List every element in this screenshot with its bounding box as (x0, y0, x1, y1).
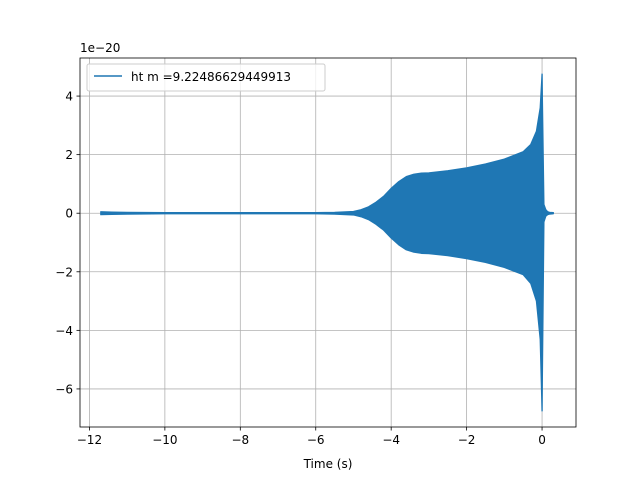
y-offset-label: 1e−20 (80, 41, 120, 55)
x-tick-label: −6 (307, 433, 325, 447)
y-axis: −6 −4 −2 0 2 4 (55, 90, 80, 396)
legend-label: ht m =9.22486629449913 (131, 70, 291, 84)
x-axis-label: Time (s) (303, 457, 353, 471)
legend: ht m =9.22486629449913 (86, 63, 326, 92)
legend-box (86, 63, 326, 92)
y-tick-label: −4 (55, 324, 73, 338)
y-tick-label: 0 (65, 207, 73, 221)
x-tick-label: −4 (382, 433, 400, 447)
plot-frame (79, 57, 577, 428)
y-tick-label: −2 (55, 265, 73, 279)
x-tick-label: −10 (152, 433, 177, 447)
series-layer (100, 73, 554, 412)
x-tick-label: −8 (231, 433, 249, 447)
x-tick-label: −12 (77, 433, 102, 447)
series-ringdown-band (541, 73, 554, 412)
y-tick-label: 2 (65, 148, 73, 162)
x-tick-label: 0 (538, 433, 546, 447)
x-axis: −12 −10 −8 −6 −4 −2 0 (77, 427, 546, 447)
y-tick-label: −6 (55, 382, 73, 396)
x-tick-label: −2 (458, 433, 476, 447)
y-tick-label: 4 (65, 90, 73, 104)
